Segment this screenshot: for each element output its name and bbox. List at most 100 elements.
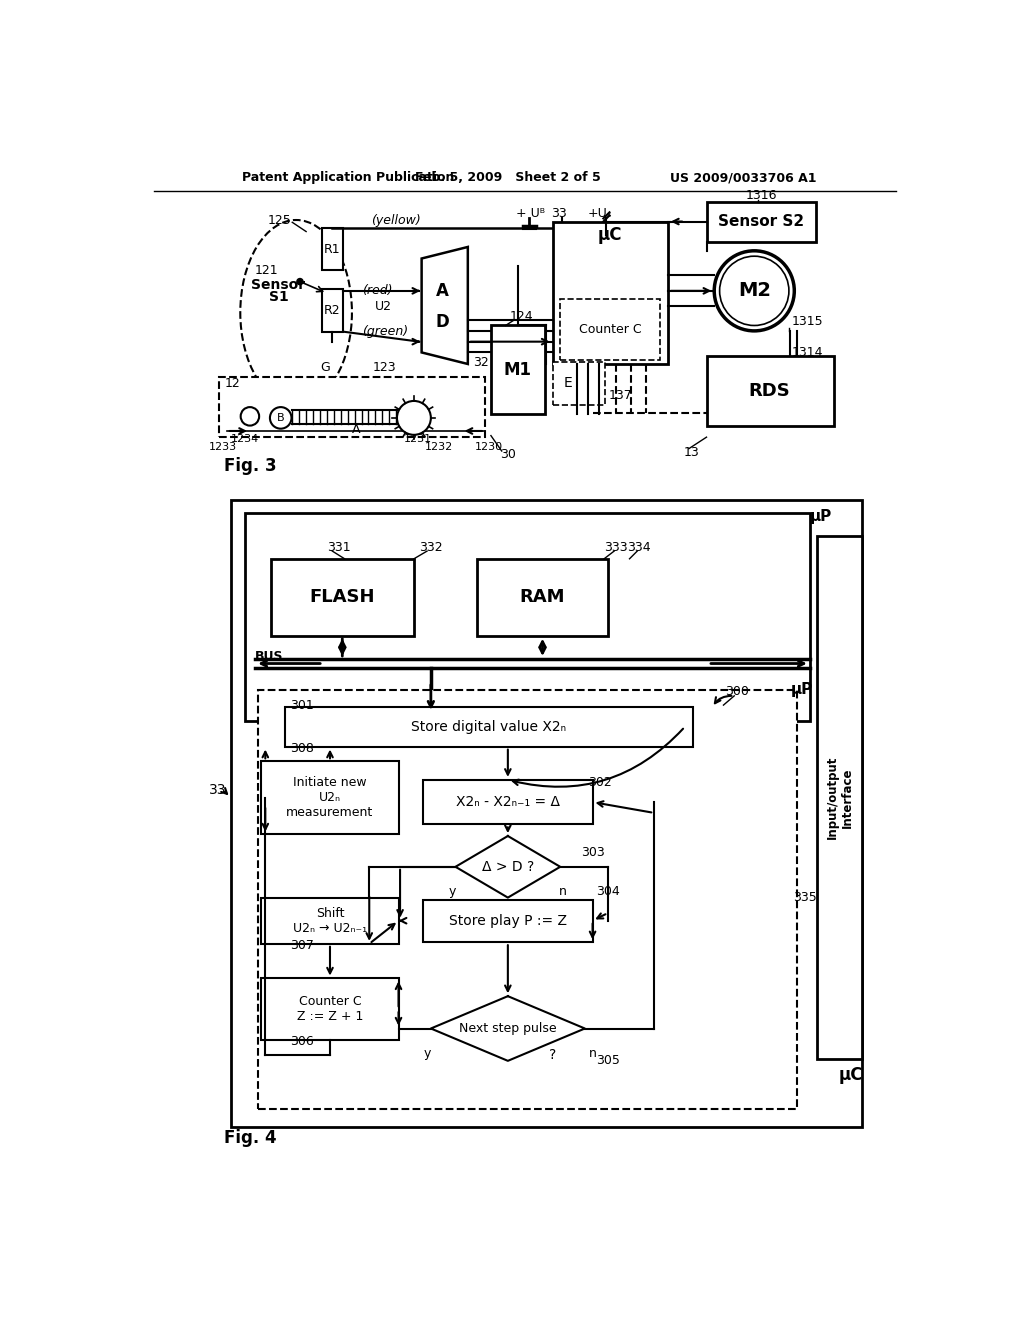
Text: y: y [449, 884, 456, 898]
Text: 32: 32 [473, 356, 489, 370]
Text: A: A [352, 422, 360, 436]
Text: 333: 333 [604, 541, 628, 554]
Bar [707, 202, 816, 242]
Text: Initiate new
U2ₙ
measurement: Initiate new U2ₙ measurement [287, 776, 374, 818]
Text: 1316: 1316 [745, 189, 777, 202]
Text: 1233: 1233 [209, 442, 237, 453]
Bar [707, 356, 834, 425]
Text: y: y [423, 1047, 431, 1060]
Bar [560, 298, 660, 360]
Text: (green): (green) [361, 325, 408, 338]
Text: A: A [436, 282, 449, 300]
Bar [477, 558, 608, 636]
Text: FLASH: FLASH [309, 589, 375, 606]
Text: (red): (red) [361, 284, 392, 297]
Text: 306: 306 [290, 1035, 313, 1048]
Text: 335: 335 [794, 891, 817, 904]
Text: M2: M2 [737, 281, 771, 301]
Text: Sensor S2: Sensor S2 [718, 214, 804, 230]
Bar [322, 228, 343, 271]
Text: Counter C
Z := Z + 1: Counter C Z := Z + 1 [297, 995, 364, 1023]
Text: Sensor: Sensor [251, 279, 305, 293]
Text: Input/output
Interface: Input/output Interface [825, 756, 854, 840]
Bar [230, 499, 862, 1127]
Bar [261, 978, 398, 1040]
Text: G: G [321, 362, 331, 375]
Text: RAM: RAM [520, 589, 565, 606]
Text: E: E [563, 376, 572, 391]
Text: 137: 137 [608, 389, 632, 403]
Text: 332: 332 [419, 541, 442, 554]
Text: 301: 301 [290, 698, 313, 711]
Bar [490, 326, 545, 414]
Bar [553, 363, 605, 405]
Bar [553, 222, 668, 364]
Text: R1: R1 [324, 243, 341, 256]
Text: 304: 304 [596, 884, 620, 898]
Text: +Uₛ: +Uₛ [588, 207, 612, 220]
Text: n: n [559, 884, 567, 898]
Circle shape [397, 401, 431, 434]
Text: 33: 33 [551, 207, 566, 220]
Text: 331: 331 [327, 541, 350, 554]
Text: B: B [276, 413, 285, 422]
Text: 307: 307 [290, 939, 313, 952]
Bar [817, 536, 862, 1059]
Text: 1315: 1315 [792, 315, 823, 329]
Circle shape [270, 407, 292, 429]
Bar [271, 558, 414, 636]
Text: 125: 125 [267, 214, 292, 227]
Text: Store play P := Z: Store play P := Z [449, 913, 567, 928]
Text: 12: 12 [224, 376, 240, 389]
Text: 1231: 1231 [403, 434, 432, 444]
Text: (yellow): (yellow) [372, 214, 421, 227]
Bar [258, 689, 797, 1109]
Text: 302: 302 [589, 776, 612, 788]
Text: M1: M1 [504, 362, 531, 379]
Bar [245, 512, 810, 721]
Bar [219, 378, 484, 437]
Text: μP: μP [791, 682, 813, 697]
Text: X2ₙ - X2ₙ₋₁ = Δ: X2ₙ - X2ₙ₋₁ = Δ [456, 795, 560, 809]
Text: 300: 300 [725, 685, 750, 698]
Text: D: D [435, 313, 450, 330]
Text: 334: 334 [627, 541, 650, 554]
Text: Next step pulse: Next step pulse [459, 1022, 557, 1035]
Text: μC: μC [839, 1065, 863, 1084]
Text: BUS: BUS [255, 649, 284, 663]
Text: 13: 13 [683, 446, 699, 459]
Text: 308: 308 [290, 742, 313, 755]
Text: n: n [589, 1047, 597, 1060]
Polygon shape [456, 836, 560, 898]
Bar [285, 706, 692, 747]
Text: 123: 123 [373, 362, 396, 375]
Bar [261, 762, 398, 834]
Bar [322, 289, 343, 331]
Bar [423, 900, 593, 942]
Text: 303: 303 [581, 846, 604, 859]
Text: + Uᴮ: + Uᴮ [516, 207, 546, 220]
Polygon shape [431, 997, 585, 1061]
Text: RDS: RDS [749, 381, 791, 400]
Text: 33: 33 [209, 783, 226, 797]
Text: 305: 305 [596, 1055, 620, 1068]
Text: Shift
U2ₙ → U2ₙ₋₁: Shift U2ₙ → U2ₙ₋₁ [293, 907, 367, 935]
Circle shape [720, 256, 788, 326]
Text: 124: 124 [510, 310, 534, 323]
Circle shape [297, 279, 303, 285]
Text: 121: 121 [255, 264, 279, 277]
Text: S1: S1 [268, 290, 289, 304]
Ellipse shape [241, 220, 352, 405]
Circle shape [241, 407, 259, 425]
Text: Counter C: Counter C [579, 323, 642, 335]
Text: 1234: 1234 [231, 434, 259, 444]
Text: Fig. 3: Fig. 3 [224, 458, 278, 475]
Text: R2: R2 [324, 305, 341, 317]
Text: 30: 30 [500, 449, 516, 462]
Text: Feb. 5, 2009   Sheet 2 of 5: Feb. 5, 2009 Sheet 2 of 5 [416, 172, 601, 185]
Text: 1314: 1314 [792, 346, 822, 359]
Text: 1232: 1232 [424, 442, 453, 453]
Bar [423, 780, 593, 825]
Bar [261, 898, 398, 944]
Text: ?: ? [549, 1048, 556, 1063]
